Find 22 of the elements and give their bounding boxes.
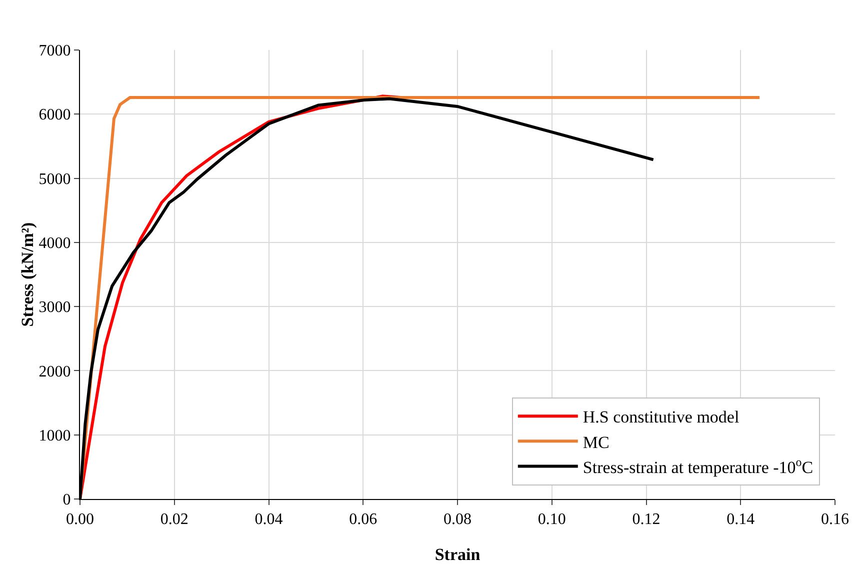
legend-label: MC [582, 432, 610, 452]
y-axis-title: Stress (kN/m²) [18, 222, 37, 327]
y-tick-label: 6000 [38, 106, 71, 124]
y-tick-label: 5000 [38, 170, 71, 188]
x-tick-label: 0.16 [821, 511, 849, 528]
x-tick-label: 0.00 [66, 511, 94, 528]
y-tick-label: 0 [62, 492, 71, 509]
y-tick-label: 4000 [38, 235, 71, 252]
y-tick-label: 1000 [38, 427, 71, 444]
x-tick-label: 0.14 [726, 511, 755, 528]
y-tick-label: 7000 [38, 42, 71, 60]
legend-label: Stress-strain at temperature -10$^{o}$C [582, 454, 814, 477]
x-tick-label: 0.06 [349, 511, 378, 528]
legend-label: H.S constitutive model [582, 408, 740, 427]
x-axis-title: Strain [434, 545, 481, 564]
x-tick-label: 0.12 [632, 511, 660, 528]
x-tick-label: 0.10 [538, 511, 566, 528]
x-tick-label: 0.02 [160, 511, 188, 528]
x-tick-label: 0.04 [254, 511, 283, 528]
y-tick-label: 2000 [38, 363, 71, 380]
y-tick-label: 3000 [38, 299, 71, 316]
x-tick-label: 0.08 [444, 511, 472, 528]
